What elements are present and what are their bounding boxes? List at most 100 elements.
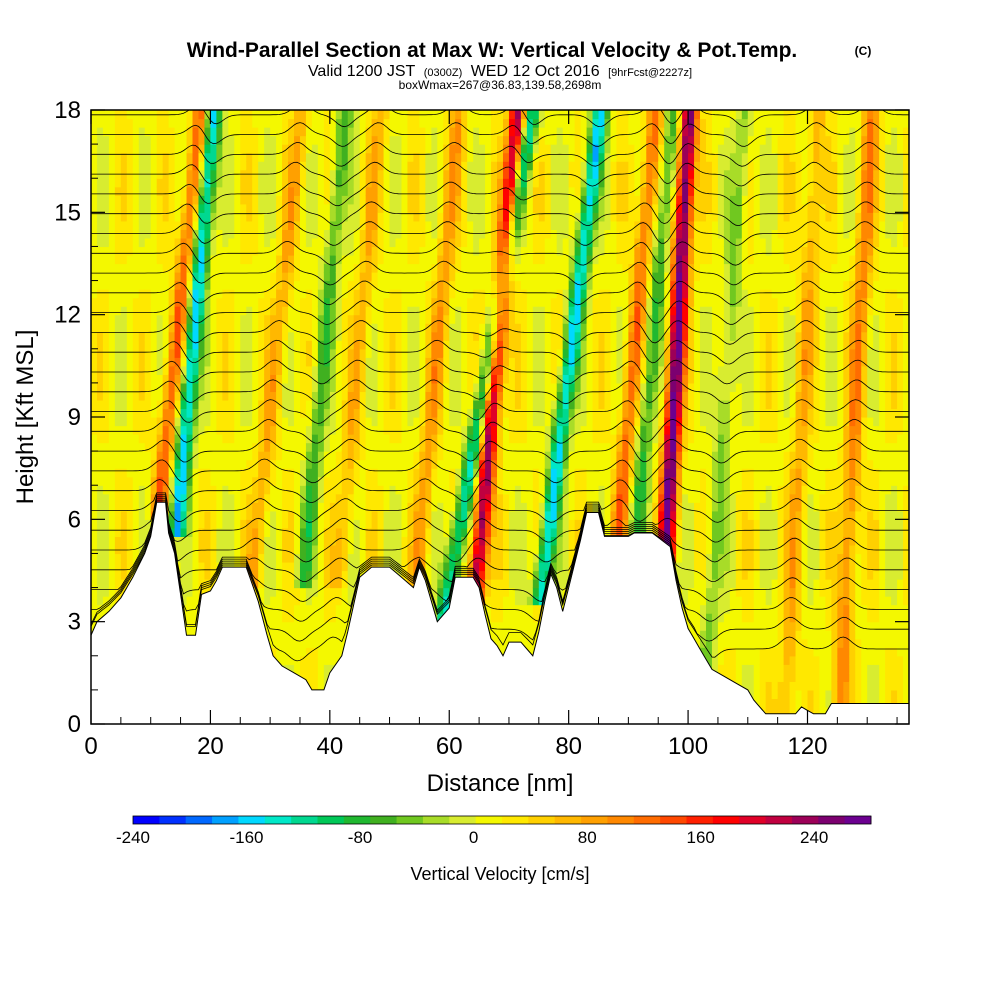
velocity-cell <box>425 220 432 230</box>
velocity-cell <box>120 161 128 171</box>
velocity-cell <box>317 331 325 341</box>
velocity-cell <box>168 434 176 444</box>
velocity-cell <box>473 348 480 358</box>
velocity-cell <box>252 476 259 486</box>
velocity-cell <box>252 220 259 230</box>
velocity-cell <box>252 135 259 145</box>
velocity-cell <box>246 289 253 299</box>
velocity-cell <box>485 553 492 563</box>
velocity-cell <box>502 553 510 563</box>
velocity-cell <box>461 527 468 537</box>
velocity-cell <box>156 306 164 316</box>
velocity-cell <box>431 476 438 486</box>
velocity-cell <box>485 357 492 367</box>
velocity-cell <box>102 399 110 410</box>
velocity-cell <box>96 553 104 563</box>
velocity-cell <box>425 246 432 256</box>
velocity-cell <box>168 331 176 341</box>
velocity-cell <box>102 186 110 196</box>
velocity-cell <box>467 399 474 410</box>
velocity-cell <box>353 297 361 307</box>
velocity-cell <box>186 544 194 555</box>
velocity-cell <box>473 408 480 418</box>
velocity-cell <box>425 280 432 290</box>
velocity-cell <box>222 451 229 461</box>
velocity-cell <box>305 169 313 179</box>
velocity-cell <box>437 161 444 171</box>
velocity-cell <box>240 408 247 418</box>
velocity-cell <box>192 468 200 478</box>
velocity-cell <box>371 280 379 290</box>
velocity-cell <box>126 323 134 333</box>
velocity-cell <box>282 647 289 657</box>
velocity-cell <box>425 442 432 452</box>
velocity-cell <box>455 144 462 154</box>
velocity-cell <box>455 357 462 367</box>
velocity-cell <box>353 254 361 265</box>
velocity-cell <box>120 127 128 137</box>
velocity-cell <box>126 527 134 537</box>
velocity-cell <box>162 263 170 273</box>
velocity-cell <box>210 161 217 171</box>
velocity-cell <box>120 212 128 222</box>
velocity-cell <box>341 604 349 614</box>
velocity-cell <box>294 212 301 222</box>
velocity-cell <box>473 280 480 290</box>
velocity-cell <box>437 289 444 299</box>
velocity-cell <box>485 272 492 282</box>
velocity-cell <box>335 544 343 555</box>
velocity-cell <box>114 135 122 145</box>
velocity-cell <box>311 152 319 162</box>
velocity-cell <box>359 272 367 282</box>
velocity-cell <box>401 195 409 205</box>
velocity-cell <box>222 476 229 486</box>
velocity-cell <box>497 374 504 384</box>
velocity-cell <box>347 442 355 452</box>
velocity-cell <box>252 527 259 537</box>
velocity-cell <box>473 536 480 546</box>
velocity-cell <box>353 152 361 162</box>
velocity-cell <box>270 152 277 162</box>
velocity-cell <box>383 451 391 461</box>
velocity-cell <box>329 152 337 162</box>
velocity-cell <box>126 314 134 324</box>
velocity-cell <box>210 229 217 239</box>
velocity-cell <box>210 442 217 452</box>
velocity-cell <box>443 417 450 427</box>
velocity-cell <box>180 485 188 495</box>
velocity-cell <box>299 323 307 333</box>
velocity-cell <box>138 306 146 316</box>
velocity-cell <box>288 263 295 273</box>
velocity-cell <box>198 254 206 265</box>
velocity-cell <box>192 476 200 486</box>
velocity-cell <box>341 203 349 213</box>
velocity-cell <box>299 485 307 495</box>
velocity-cell <box>407 579 415 589</box>
velocity-cell <box>479 374 486 384</box>
velocity-cell <box>449 314 456 324</box>
velocity-cell <box>210 272 217 282</box>
velocity-cell <box>479 579 486 589</box>
velocity-cell <box>347 399 355 410</box>
velocity-cell <box>431 399 438 410</box>
velocity-cell <box>401 382 409 393</box>
velocity-cell <box>305 280 313 290</box>
velocity-cell <box>473 110 480 120</box>
velocity-cell <box>102 579 110 589</box>
velocity-cell <box>216 510 223 520</box>
velocity-cell <box>383 468 391 478</box>
velocity-cell <box>479 519 486 529</box>
velocity-cell <box>180 297 188 307</box>
velocity-cell <box>228 237 235 248</box>
velocity-cell <box>180 527 188 537</box>
velocity-cell <box>132 519 140 529</box>
velocity-cell <box>353 127 361 137</box>
velocity-cell <box>467 561 474 572</box>
velocity-cell <box>216 502 223 512</box>
velocity-cell <box>174 144 182 154</box>
velocity-cell <box>276 365 283 375</box>
velocity-cell <box>108 451 116 461</box>
velocity-cell <box>299 144 307 154</box>
velocity-cell <box>186 169 194 179</box>
velocity-cell <box>114 331 122 341</box>
